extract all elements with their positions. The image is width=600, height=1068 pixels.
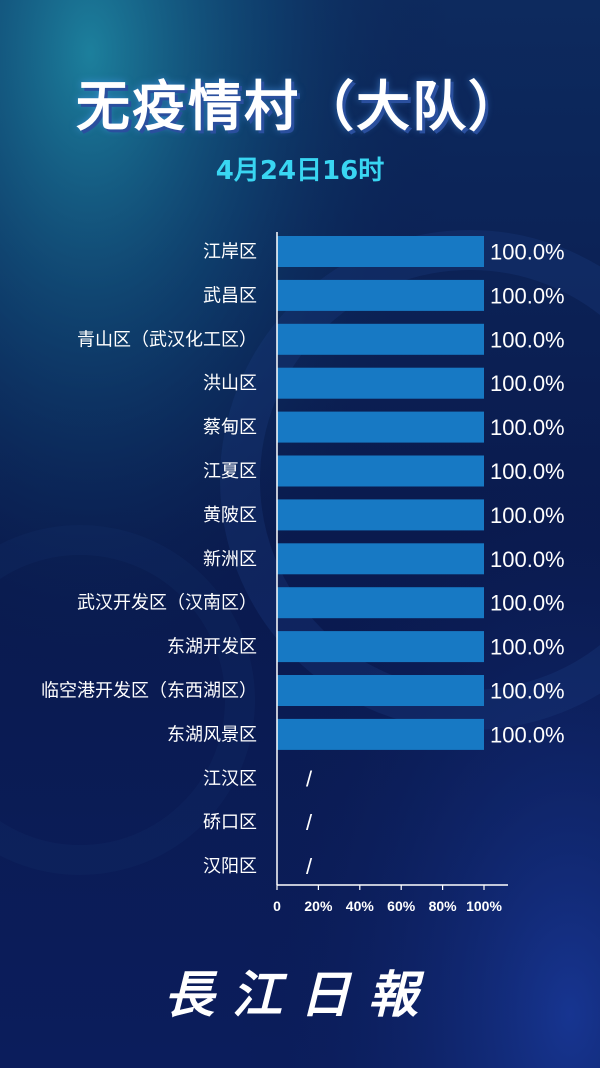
category-label: 黄陂区 xyxy=(203,505,257,526)
no-data-label: / xyxy=(306,810,313,835)
bar xyxy=(277,587,484,619)
x-tick-label: 80% xyxy=(429,898,458,914)
value-label: 100.0% xyxy=(490,547,565,572)
bar xyxy=(277,411,484,443)
value-label: 100.0% xyxy=(490,591,565,616)
bar xyxy=(277,631,484,663)
category-label: 东湖风景区 xyxy=(167,724,257,745)
bar xyxy=(277,279,484,311)
bar xyxy=(277,675,484,706)
category-label: 江夏区 xyxy=(203,461,257,482)
value-label: 100.0% xyxy=(490,679,565,704)
value-label: 100.0% xyxy=(490,283,565,308)
bar xyxy=(277,718,484,750)
page-title: 无疫情村（大队） xyxy=(76,75,524,138)
bar xyxy=(277,236,484,267)
category-label: 江汉区 xyxy=(203,768,257,789)
newspaper-logo: 長江日報 xyxy=(164,965,436,1024)
value-label: 100.0% xyxy=(490,722,565,747)
x-tick-label: 40% xyxy=(346,898,375,914)
category-label: 新洲区 xyxy=(203,549,257,570)
value-label: 100.0% xyxy=(490,635,565,660)
bar xyxy=(277,367,484,399)
category-label: 东湖开发区 xyxy=(167,637,257,658)
no-data-label: / xyxy=(306,766,313,791)
value-label: 100.0% xyxy=(490,371,565,396)
bar xyxy=(277,323,484,355)
category-label: 蔡甸区 xyxy=(203,417,257,438)
x-tick-label: 60% xyxy=(387,898,416,914)
category-label: 江岸区 xyxy=(203,242,257,263)
category-label: 青山区（武汉化工区） xyxy=(77,329,257,350)
date-subtitle: 4月24日16时 xyxy=(215,156,385,186)
value-label: 100.0% xyxy=(490,503,565,528)
category-label: 洪山区 xyxy=(203,373,257,394)
category-label: 硚口区 xyxy=(203,812,257,833)
value-label: 100.0% xyxy=(490,240,565,265)
value-label: 100.0% xyxy=(490,415,565,440)
bar xyxy=(277,543,484,575)
x-tick-label: 20% xyxy=(304,898,333,914)
category-label: 武昌区 xyxy=(203,285,257,306)
category-label: 汉阳区 xyxy=(203,856,257,877)
bar xyxy=(277,499,484,531)
category-label: 临空港开发区（东西湖区） xyxy=(41,681,257,702)
category-label: 武汉开发区（汉南区） xyxy=(77,593,257,614)
x-tick-label: 0 xyxy=(273,898,281,914)
bar xyxy=(277,455,484,487)
value-label: 100.0% xyxy=(490,459,565,484)
value-label: 100.0% xyxy=(490,327,565,352)
no-data-label: / xyxy=(306,854,313,879)
x-tick-label: 100% xyxy=(466,898,502,914)
